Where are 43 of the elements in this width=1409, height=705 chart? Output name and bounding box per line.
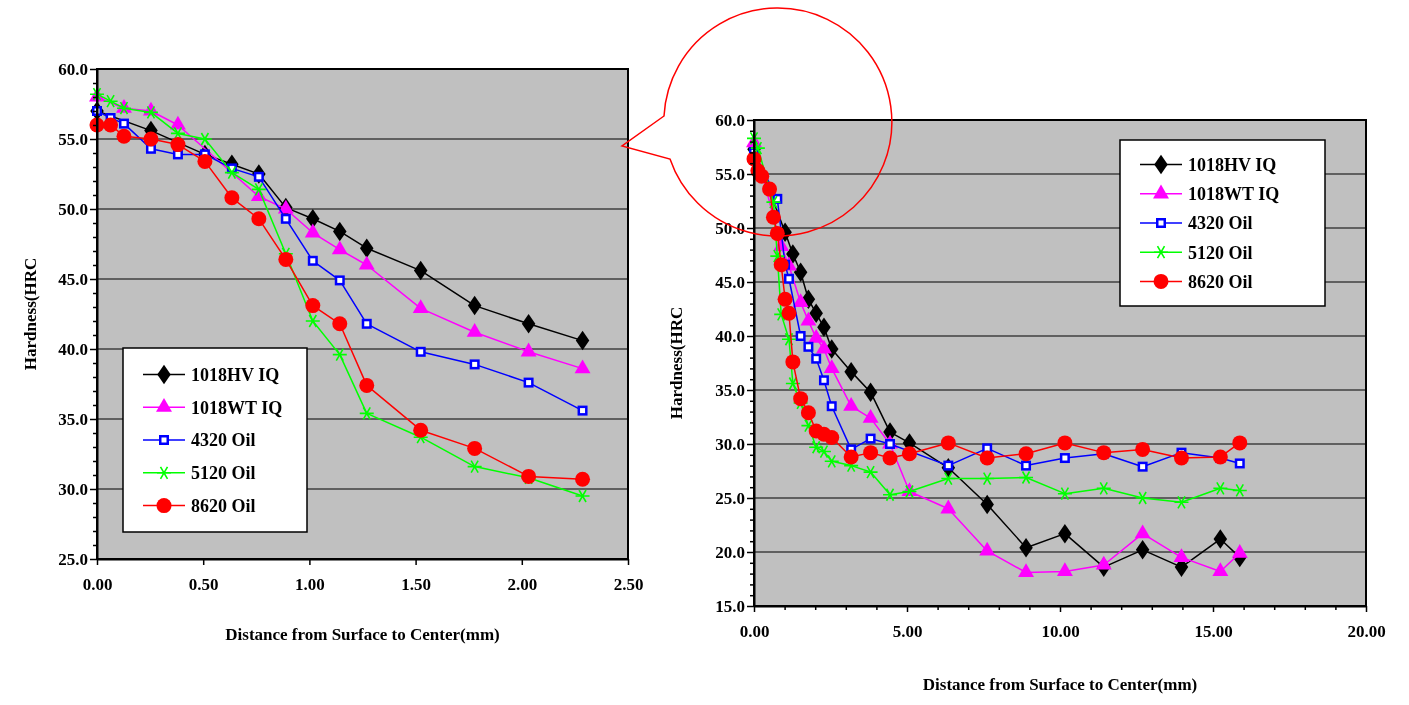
legend-label: 1018HV IQ — [191, 364, 280, 385]
y-tick-label: 40.0 — [58, 339, 88, 359]
x-tick-label: 15.00 — [1194, 622, 1233, 642]
legend-label: 1018WT IQ — [191, 397, 283, 418]
x-tick-label: 20.00 — [1347, 622, 1386, 642]
y-axis-title: Hardness(HRC — [666, 306, 686, 420]
y-tick-label: 35.0 — [58, 409, 88, 429]
x-tick-label: 0.50 — [188, 575, 219, 595]
y-tick-label: 40.0 — [715, 326, 745, 346]
legend-label: 1018HV IQ — [1188, 154, 1277, 175]
legend-label: 8620 Oil — [191, 495, 256, 516]
y-tick-label: 30.0 — [715, 434, 745, 454]
legend-label: 5120 Oil — [1188, 242, 1253, 263]
y-tick-label: 60.0 — [58, 59, 88, 79]
x-tick-label: 2.50 — [613, 575, 644, 595]
y-tick-label: 50.0 — [715, 218, 745, 238]
x-axis-title: Distance from Surface to Center(mm) — [922, 675, 1198, 694]
legend-label: 1018WT IQ — [1188, 184, 1280, 205]
y-tick-label: 55.0 — [58, 129, 88, 149]
y-tick-label: 45.0 — [58, 269, 88, 289]
legend-label: 4320 Oil — [191, 430, 256, 451]
y-axis-title: Hardness(HRC — [20, 257, 40, 371]
y-tick-label: 35.0 — [715, 380, 745, 400]
y-tick-label: 15.0 — [715, 596, 745, 616]
y-tick-label: 60.0 — [715, 110, 745, 130]
legend-label: 8620 Oil — [1188, 271, 1253, 292]
x-axis-title: Distance from Surface to Center(mm) — [225, 625, 500, 644]
y-tick-label: 50.0 — [58, 199, 88, 219]
y-tick-label: 25.0 — [58, 549, 88, 569]
x-tick-label: 10.00 — [1041, 622, 1080, 642]
x-tick-label: 1.50 — [401, 575, 431, 595]
y-tick-label: 45.0 — [715, 272, 745, 292]
legend-label: 5120 Oil — [191, 463, 256, 484]
y-tick-label: 20.0 — [715, 542, 745, 562]
y-tick-label: 30.0 — [58, 479, 88, 499]
x-tick-label: 5.00 — [892, 622, 923, 642]
y-tick-label: 55.0 — [715, 164, 745, 184]
x-tick-label: 0.00 — [739, 622, 770, 642]
x-tick-label: 2.00 — [507, 575, 538, 595]
y-tick-label: 25.0 — [715, 488, 745, 508]
x-tick-label: 0.00 — [82, 575, 113, 595]
x-tick-label: 1.00 — [295, 575, 325, 595]
legend-label: 4320 Oil — [1188, 213, 1253, 234]
